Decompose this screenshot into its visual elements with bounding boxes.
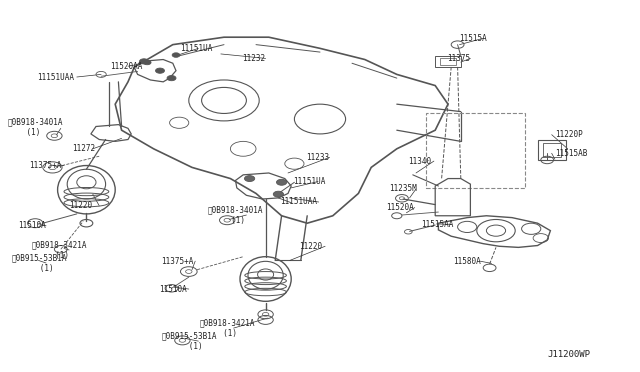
Bar <box>426 113 525 188</box>
Text: 11515AA: 11515AA <box>421 220 454 229</box>
Circle shape <box>273 191 284 197</box>
Text: 11375: 11375 <box>447 54 470 63</box>
Text: 11232: 11232 <box>242 54 265 63</box>
Text: 11151UAA: 11151UAA <box>37 73 74 81</box>
Bar <box>440 58 456 65</box>
Text: 11340: 11340 <box>408 157 431 166</box>
Circle shape <box>156 68 164 73</box>
Text: 11520AA: 11520AA <box>110 62 143 71</box>
Text: 11220: 11220 <box>300 242 323 251</box>
Circle shape <box>143 60 151 65</box>
Text: 11515AB: 11515AB <box>556 149 588 158</box>
Circle shape <box>244 176 255 182</box>
Circle shape <box>172 53 180 57</box>
Text: ⓝ0B915-53B1A
      (1): ⓝ0B915-53B1A (1) <box>12 253 67 273</box>
Text: J11200WP: J11200WP <box>547 350 590 359</box>
Text: 11220P: 11220P <box>556 130 583 139</box>
Text: 11151UA: 11151UA <box>293 177 326 186</box>
Text: ⓝ0B918-3401A
    (1): ⓝ0B918-3401A (1) <box>8 118 63 137</box>
Text: 11510A: 11510A <box>159 285 186 294</box>
Text: 11151UA: 11151UA <box>180 44 213 53</box>
Circle shape <box>167 76 176 81</box>
Text: ⓝ0B918-3421A
     (1): ⓝ0B918-3421A (1) <box>200 318 255 338</box>
Text: ⓝ0B918-3401A
     (1): ⓝ0B918-3401A (1) <box>208 205 264 225</box>
Bar <box>538 140 566 160</box>
Text: 11515A: 11515A <box>460 34 487 43</box>
Text: 11520A: 11520A <box>386 203 413 212</box>
Text: 11375+A: 11375+A <box>29 161 61 170</box>
Text: 11375+A: 11375+A <box>161 257 194 266</box>
Text: 11580A: 11580A <box>453 257 481 266</box>
Text: 11510A: 11510A <box>18 221 45 230</box>
Text: 11235M: 11235M <box>389 185 417 193</box>
Bar <box>543 143 561 157</box>
Text: 11272: 11272 <box>72 144 95 153</box>
Circle shape <box>276 179 287 185</box>
Text: 11151UAA: 11151UAA <box>280 198 317 206</box>
Circle shape <box>140 59 148 64</box>
Text: ⓝ0B918-3421A
     (1): ⓝ0B918-3421A (1) <box>32 240 88 260</box>
Text: 11220: 11220 <box>69 201 92 210</box>
Text: 11233: 11233 <box>306 153 329 162</box>
Bar <box>435 56 461 67</box>
Text: ⓝ0B915-53B1A
      (1): ⓝ0B915-53B1A (1) <box>161 331 217 351</box>
